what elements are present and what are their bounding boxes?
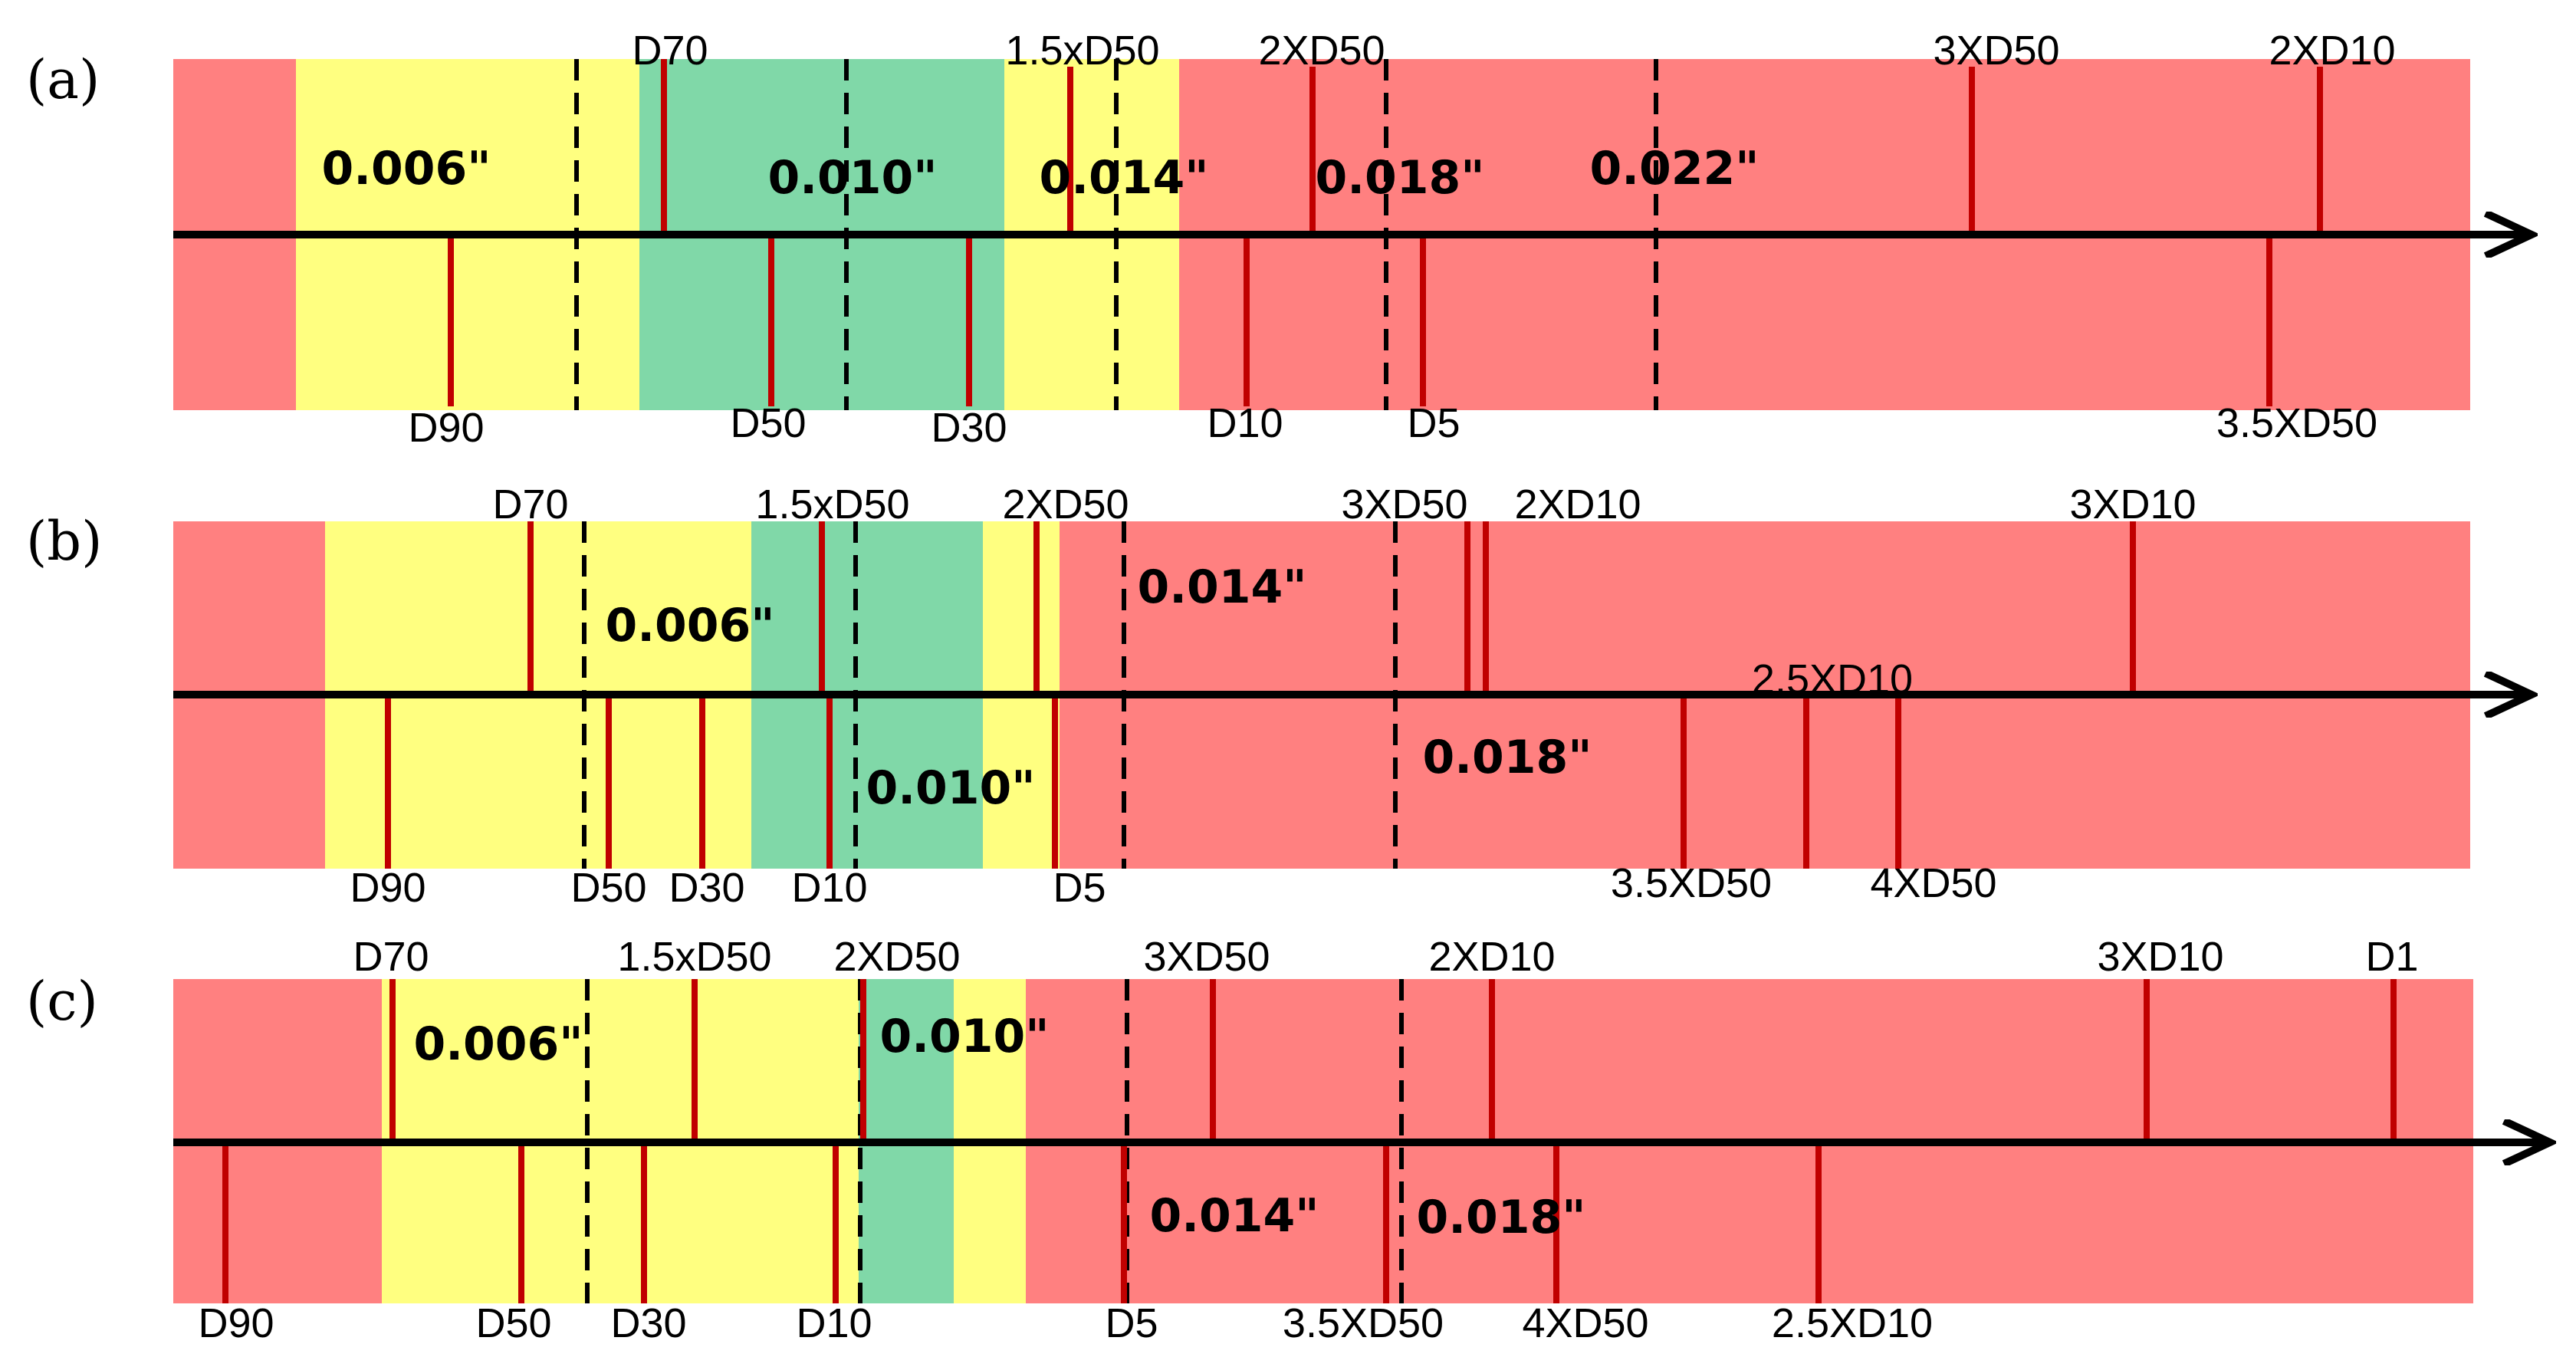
marker-label: 2XD10 (1428, 934, 1555, 980)
marker-label: 2XD10 (1514, 481, 1641, 527)
marker-label: 2.5XD10 (1772, 1300, 1933, 1346)
panel-label: (c) (26, 970, 98, 1033)
marker-label: D70 (632, 28, 708, 74)
slot-size-label: 0.010" (767, 151, 937, 205)
marker-label: 4XD50 (1522, 1300, 1648, 1346)
marker-label: 3.5XD50 (1611, 860, 1772, 906)
marker-label: D30 (931, 405, 1007, 451)
marker-label: D90 (408, 405, 484, 451)
panel-label: (a) (26, 48, 100, 111)
marker-label: 1.5xD50 (1005, 28, 1159, 74)
marker-label: 3XD10 (2069, 481, 2196, 527)
slot-size-label: 0.018" (1315, 151, 1484, 205)
slot-size-label: 0.010" (866, 761, 1035, 815)
marker-label: 3.5XD50 (1283, 1300, 1444, 1346)
marker-label: 2XD50 (1002, 481, 1129, 527)
marker-label: D70 (492, 481, 568, 527)
slot-size-label: 0.006" (321, 142, 491, 196)
slot-size-label: 0.006" (413, 1017, 583, 1071)
marker-label: 3XD50 (1341, 481, 1467, 527)
marker-label: D90 (350, 865, 426, 911)
marker-label: 3.5XD50 (2216, 400, 2377, 446)
marker-label: D50 (730, 400, 806, 446)
marker-label: 3XD50 (1143, 934, 1270, 980)
slot-size-label: 0.014" (1149, 1189, 1319, 1243)
slot-size-label: 0.014" (1137, 560, 1306, 614)
slot-size-label: 0.014" (1039, 151, 1208, 205)
marker-label: D10 (791, 865, 867, 911)
marker-label: D10 (796, 1300, 872, 1346)
marker-label: D5 (1105, 1300, 1158, 1346)
panel-label: (b) (26, 510, 102, 573)
marker-label: D10 (1207, 400, 1283, 446)
marker-label: 1.5xD50 (755, 481, 909, 527)
marker-label: D5 (1053, 865, 1106, 911)
marker-label: D50 (475, 1300, 551, 1346)
slot-size-label: 0.018" (1416, 1191, 1585, 1244)
marker-label: 4XD50 (1870, 860, 1996, 906)
marker-label: 2XD50 (833, 934, 960, 980)
panel-a: D70 1.5xD50 2XD50 3XD50 2XD10 D90 D50 D30 D10 D5 3… (26, 28, 2532, 451)
marker-label: D5 (1407, 400, 1460, 446)
slot-size-label: 0.022" (1589, 142, 1759, 196)
slot-size-label: 0.018" (1422, 731, 1592, 784)
marker-label: 2XD50 (1258, 28, 1385, 74)
marker-label: D70 (353, 934, 429, 980)
panel-b: D70 1.5xD50 2XD50 3XD50 2XD10 3XD10 D90 D50 D30 D… (26, 481, 2532, 911)
slot-size-label: 0.010" (879, 1010, 1049, 1063)
marker-label: 3XD10 (2097, 934, 2223, 980)
marker-label: D30 (610, 1300, 686, 1346)
marker-label: 1.5xD50 (617, 934, 771, 980)
slot-size-label: 0.006" (605, 599, 774, 652)
panel-c: D70 1.5xD50 2XD50 3XD50 2XD10 3XD10 D1 D90 D50 D3… (26, 934, 2550, 1346)
marker-label: D1 (2365, 934, 2418, 980)
marker-label: 2XD10 (2269, 28, 2395, 74)
marker-label: D90 (198, 1300, 274, 1346)
marker-label: 3XD50 (1933, 28, 2059, 74)
marker-label: D50 (570, 865, 646, 911)
marker-label: D30 (669, 865, 744, 911)
